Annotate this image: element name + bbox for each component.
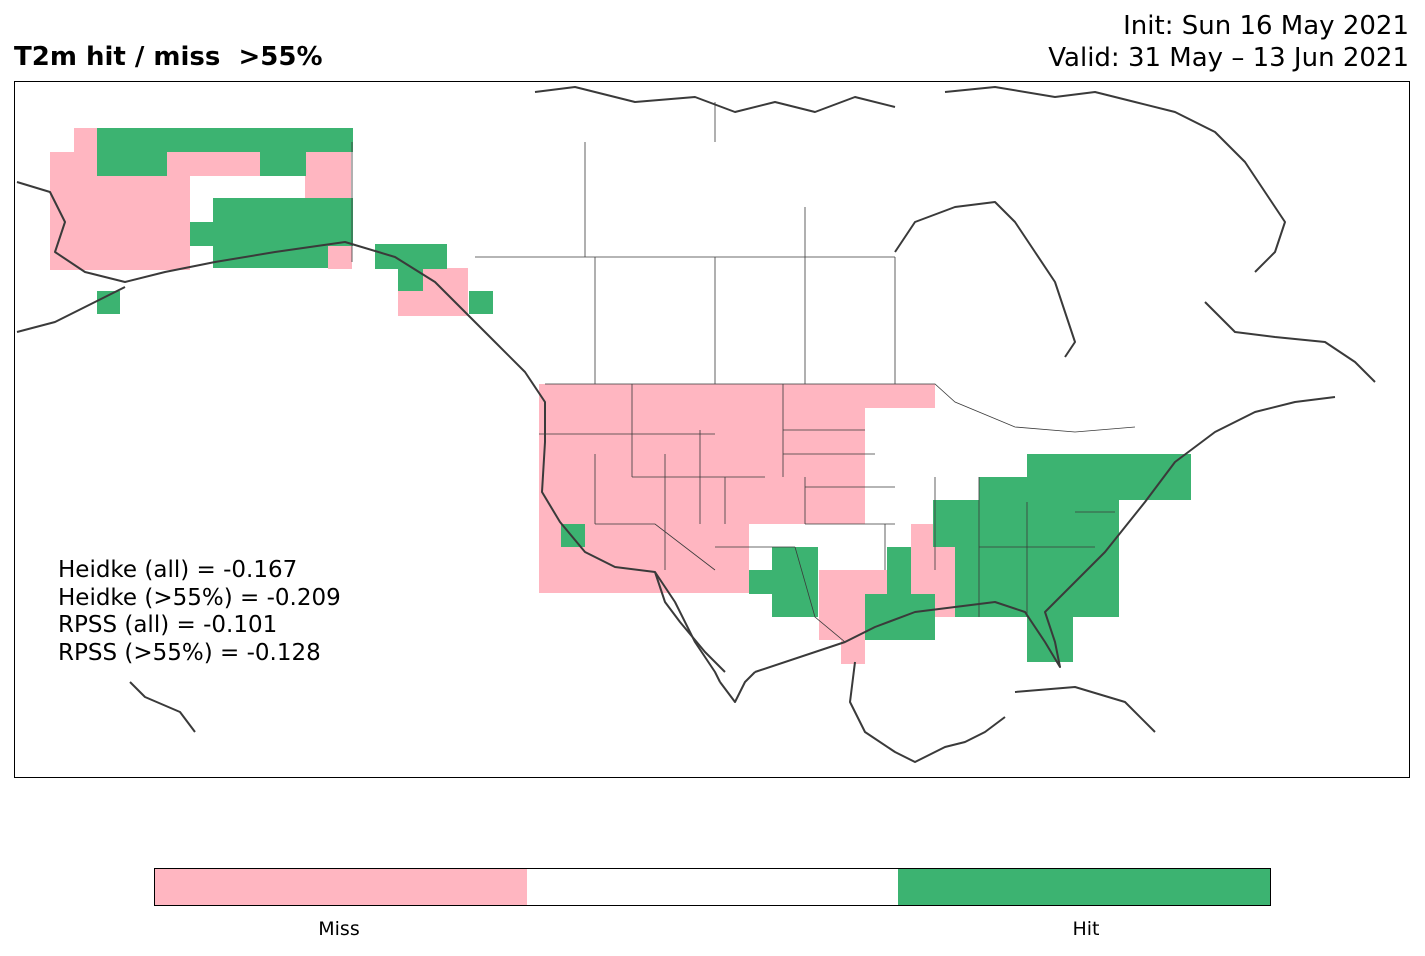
hit-cells xyxy=(97,128,1191,662)
rpss-all: RPSS (all) = -0.101 xyxy=(58,612,278,638)
map-canvas xyxy=(16,86,1376,763)
heidke-55: Heidke (>55%) = -0.209 xyxy=(58,584,341,611)
valid-period: Valid: 31 May – 13 Jun 2021 xyxy=(1048,43,1409,73)
map-title: T2m hit / miss >55% xyxy=(14,42,323,72)
colorbar-miss-label: Miss xyxy=(318,918,360,940)
colorbar xyxy=(154,868,1271,906)
miss-cells xyxy=(50,128,979,664)
colorbar-neutral xyxy=(526,869,899,905)
colorbar-hit-label: Hit xyxy=(1072,918,1100,940)
score-box: Heidke (all) = -0.167 Heidke (>55%) = -0… xyxy=(58,557,341,667)
rpss-55: RPSS (>55%) = -0.128 xyxy=(58,639,321,666)
init-date: Init: Sun 16 May 2021 xyxy=(1123,11,1409,41)
date-info: Init: Sun 16 May 2021 Valid: 31 May – 13… xyxy=(1048,10,1409,74)
heidke-all: Heidke (all) = -0.167 xyxy=(58,557,298,583)
colorbar-hit xyxy=(898,869,1271,905)
forecast-map: Heidke (all) = -0.167 Heidke (>55%) = -0… xyxy=(14,81,1410,778)
coastlines xyxy=(16,86,1376,763)
borders xyxy=(351,102,1136,643)
colorbar-miss xyxy=(155,869,527,905)
